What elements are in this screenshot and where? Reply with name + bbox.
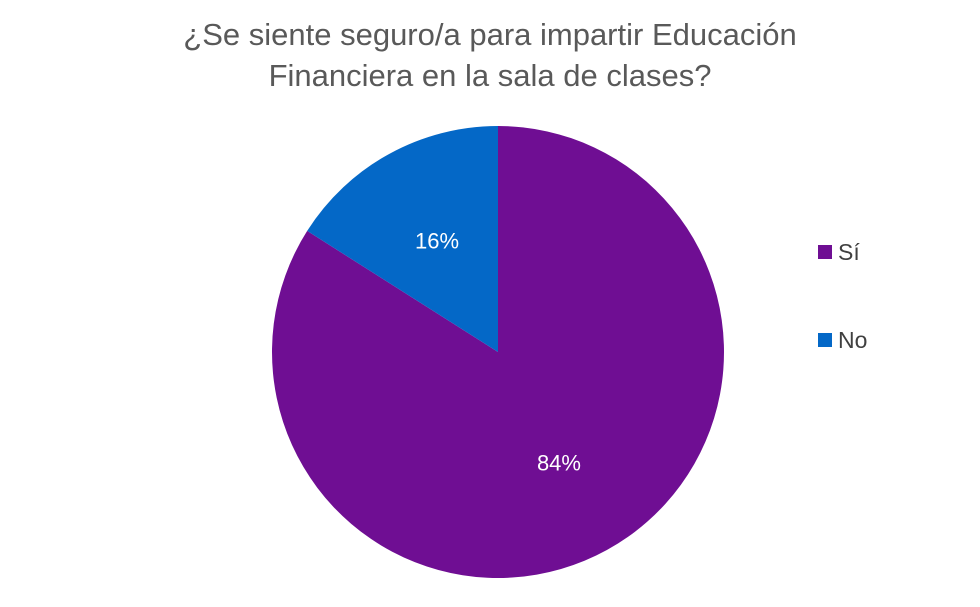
data-label-no: 16% xyxy=(415,229,459,254)
legend-label-si: Sí xyxy=(838,239,860,265)
legend-item-si: Sí xyxy=(818,238,860,266)
legend-swatch-no xyxy=(818,333,832,347)
pie-slice-no xyxy=(307,125,498,352)
chart-title-line-1: ¿Se siente seguro/a para impartir Educac… xyxy=(183,17,797,52)
pie-slices xyxy=(272,125,724,578)
legend-item-no: No xyxy=(818,326,867,354)
pie-data-labels: 84% 16% xyxy=(415,229,581,476)
legend-label-no: No xyxy=(838,327,868,353)
chart-title: ¿Se siente seguro/a para impartir Educac… xyxy=(0,14,980,96)
chart-title-line-2: Financiera en la sala de clases? xyxy=(268,58,712,93)
legend-swatch-si xyxy=(818,245,832,259)
data-label-si: 84% xyxy=(537,450,581,475)
